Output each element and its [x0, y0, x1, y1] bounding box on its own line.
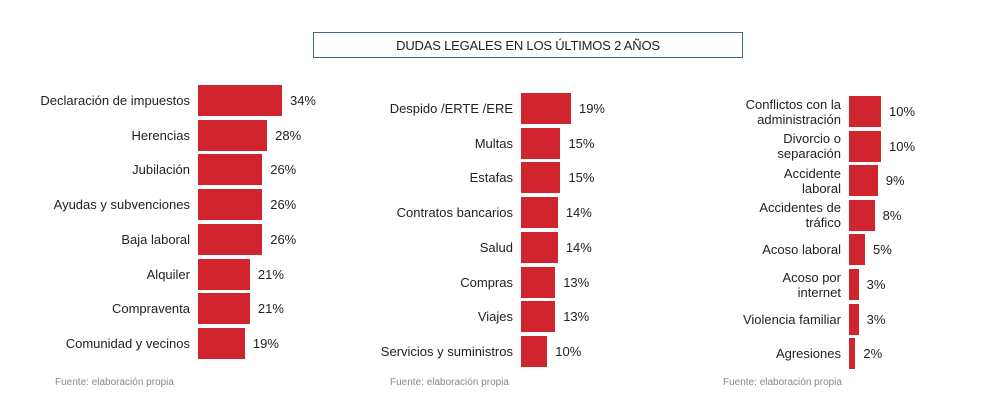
data-label: 9%	[885, 173, 905, 189]
category-label: Baja laboral	[121, 231, 190, 247]
category-label: Multas	[474, 135, 513, 151]
data-label: 3%	[866, 277, 886, 292]
bar	[198, 189, 263, 221]
bar	[849, 130, 881, 162]
data-label: 10%	[555, 343, 582, 359]
bar	[521, 197, 558, 229]
category-label: Violencia familiar	[742, 311, 841, 327]
data-label: 26%	[270, 231, 297, 247]
bar	[849, 96, 881, 127]
category-label: Contratos bancarios	[396, 205, 513, 221]
bar	[849, 165, 878, 197]
data-label: 2%	[863, 346, 883, 362]
category-label: Despido /ERTE /ERE	[389, 101, 513, 116]
data-label: 19%	[252, 335, 279, 351]
data-label: 14%	[565, 239, 592, 255]
data-label: 13%	[563, 309, 590, 325]
bar	[521, 93, 571, 124]
data-label: 34%	[289, 93, 316, 108]
data-label: 26%	[270, 162, 297, 178]
category-label: Accidente laboral	[783, 165, 841, 196]
bar	[521, 301, 556, 333]
category-label: Herencias	[131, 127, 190, 143]
source-note: Fuente: elaboración propia	[723, 377, 842, 388]
data-label: 10%	[889, 104, 916, 119]
source-note: Fuente: elaboración propia	[55, 377, 174, 388]
data-label: 14%	[565, 205, 592, 221]
data-label: 15%	[568, 170, 595, 186]
data-label: 13%	[563, 274, 590, 290]
data-label: 8%	[882, 207, 902, 223]
category-label: Compras	[460, 274, 513, 290]
category-label: Accidentes de tráfico	[759, 200, 841, 231]
data-label: 19%	[578, 101, 605, 116]
category-label: Declaración de impuestos	[40, 93, 190, 108]
category-label: Comunidad y vecinos	[65, 335, 190, 351]
bar	[198, 85, 282, 116]
bar	[521, 162, 561, 194]
chart-title: DUDAS LEGALES EN LOS ÚLTIMOS 2 AÑOS	[313, 32, 743, 58]
bar	[849, 199, 875, 231]
data-label: 10%	[889, 138, 916, 154]
category-label: Salud	[479, 239, 513, 255]
category-label: Acoso laboral	[762, 242, 841, 258]
bar	[521, 266, 556, 298]
category-label: Agresiones	[775, 346, 841, 362]
bar	[198, 119, 268, 151]
bar	[849, 234, 865, 266]
bar	[198, 223, 263, 255]
category-label: Conflictos con la administración	[745, 96, 841, 127]
bar	[521, 231, 558, 263]
data-label: 3%	[866, 311, 886, 327]
category-label: Ayudas y subvenciones	[53, 197, 190, 213]
bar	[198, 154, 263, 186]
bar	[198, 293, 250, 325]
category-label: Servicios y suministros	[380, 343, 513, 359]
category-label: Divorcio o separación	[777, 131, 841, 162]
category-label: Estafas	[469, 170, 513, 186]
bar	[198, 258, 250, 290]
bar	[849, 303, 859, 335]
bar	[849, 269, 859, 300]
data-label: 26%	[270, 197, 297, 213]
data-label: 15%	[568, 135, 595, 151]
category-label: Viajes	[477, 309, 513, 325]
bar	[521, 127, 561, 159]
category-label: Alquiler	[146, 266, 190, 282]
bar	[198, 327, 245, 359]
bar	[521, 335, 548, 367]
source-note: Fuente: elaboración propia	[390, 377, 509, 388]
category-label: Acoso por internet	[782, 269, 841, 300]
data-label: 21%	[257, 301, 284, 317]
category-label: Jubilación	[132, 162, 190, 178]
category-label: Compraventa	[111, 301, 190, 317]
data-label: 21%	[257, 266, 284, 282]
bar	[849, 338, 856, 370]
data-label: 28%	[275, 127, 302, 143]
data-label: 5%	[873, 242, 892, 258]
